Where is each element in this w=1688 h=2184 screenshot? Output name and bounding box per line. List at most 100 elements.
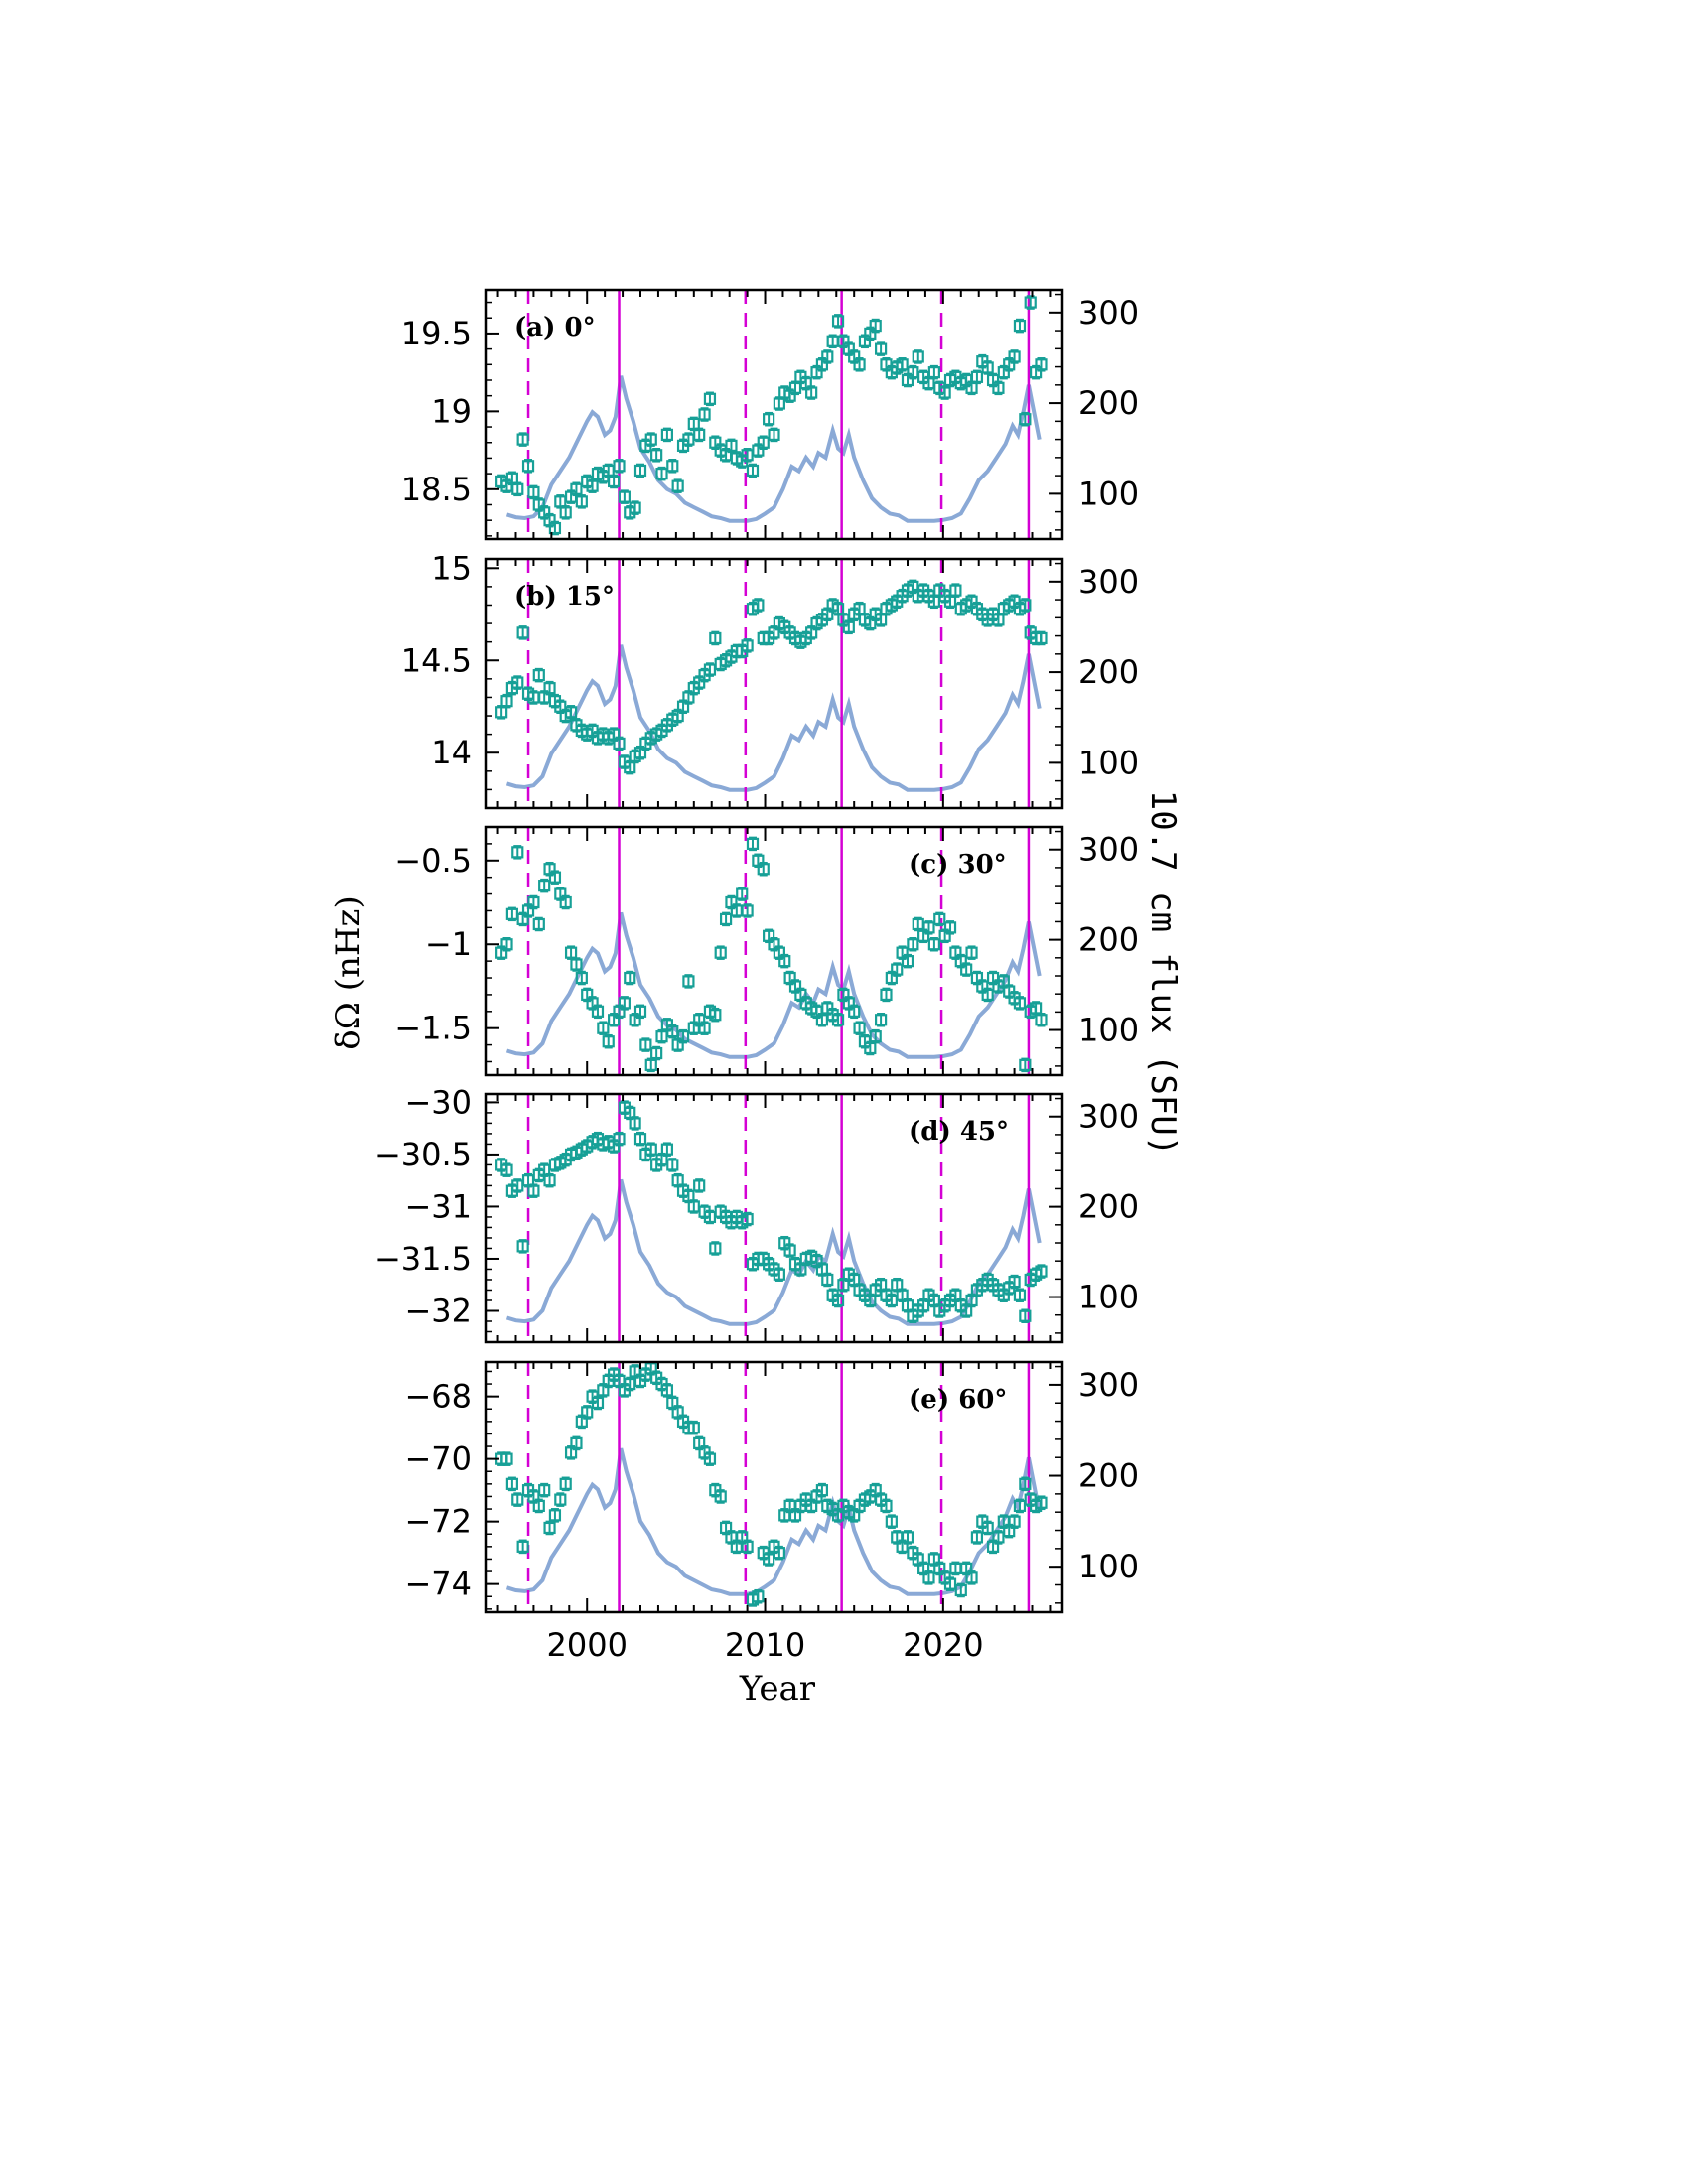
right-y-tick-label: 100 (1078, 1279, 1139, 1316)
data-point (602, 1035, 615, 1048)
right-y-tick-label: 200 (1078, 653, 1139, 691)
data-point (559, 506, 572, 519)
data-point (773, 1268, 785, 1281)
flux-line (505, 1178, 1042, 1326)
data-point (682, 975, 695, 988)
data-point (698, 1022, 711, 1034)
data-point (543, 1521, 556, 1535)
flux-line (505, 644, 1042, 792)
data-point (613, 460, 626, 473)
y-tick-label: 19.5 (401, 315, 472, 352)
data-point (938, 386, 951, 399)
data-point (1019, 1058, 1032, 1071)
data-point (527, 895, 540, 909)
data-point (633, 1133, 647, 1146)
data-point (1013, 319, 1027, 333)
data-point (671, 479, 684, 492)
data-point (1035, 1496, 1048, 1509)
right-y-axis-title: 10.7 cm flux (SFU) (1143, 790, 1183, 1156)
y-tick-label: 19 (431, 392, 472, 430)
data-point (746, 837, 760, 850)
data-point (981, 1521, 994, 1535)
x-tick-label: 2020 (903, 1626, 983, 1664)
data-point (831, 1014, 845, 1026)
data-point (1035, 1265, 1048, 1278)
y-tick-label: −31.5 (374, 1240, 472, 1278)
data-point (511, 676, 524, 689)
data-point (1035, 358, 1048, 371)
data-point (581, 1406, 594, 1419)
data-point (746, 464, 760, 478)
data-point (992, 1531, 1005, 1544)
data-point (831, 1294, 845, 1307)
right-y-tick-label: 100 (1078, 1548, 1139, 1585)
data-point (757, 436, 770, 449)
y-tick-label: −30.5 (374, 1136, 472, 1173)
data-point (778, 955, 791, 968)
data-point (505, 1477, 518, 1490)
data-point (927, 938, 940, 951)
data-point (1030, 1002, 1043, 1015)
data-point (864, 1041, 877, 1055)
flux-line (505, 911, 1042, 1059)
data-point (629, 1117, 641, 1130)
data-point (543, 1174, 556, 1187)
data-point (633, 1005, 647, 1018)
data-point (1008, 1515, 1021, 1528)
data-point (624, 971, 636, 985)
y-tick-label: −1 (425, 925, 472, 963)
data-point (970, 1531, 984, 1544)
data-point (650, 1046, 663, 1060)
data-point (548, 521, 562, 535)
data-point (965, 1571, 978, 1584)
panel-label: (c) 30° (909, 850, 1007, 880)
data-point (559, 895, 572, 909)
data-point (495, 706, 508, 719)
data-point (943, 921, 957, 934)
data-point (1013, 997, 1027, 1010)
data-point (633, 464, 647, 478)
data-point (532, 669, 545, 682)
data-point (516, 1540, 529, 1553)
data-point (821, 350, 834, 363)
data-point (901, 1531, 914, 1544)
data-point (559, 1477, 572, 1490)
data-point (912, 350, 924, 363)
data-point (1035, 631, 1048, 645)
data-point (714, 1490, 727, 1503)
data-points (495, 1362, 1048, 1607)
panel-2: −1.5 −1 −0.5 100 200 300 (c) 30° (394, 825, 1139, 1077)
y-tick-label: −74 (404, 1566, 472, 1603)
data-point (943, 595, 957, 608)
panel-frame (484, 1092, 1064, 1344)
data-point (763, 413, 775, 426)
y-tick-label: 15 (431, 549, 472, 587)
y-tick-label: −0.5 (394, 842, 472, 880)
flux-line (505, 1447, 1042, 1596)
data-point (853, 358, 866, 371)
data-point (907, 938, 919, 951)
data-point (511, 482, 524, 495)
y-tick-label: −72 (404, 1503, 472, 1541)
panel-label: (a) 0° (514, 313, 596, 342)
panel-frame (484, 825, 1064, 1077)
panel-frame (484, 288, 1064, 541)
data-point (1008, 1275, 1021, 1289)
data-point (768, 428, 780, 441)
right-y-tick-label: 200 (1078, 921, 1139, 959)
data-point (874, 342, 888, 355)
right-y-tick-label: 300 (1078, 294, 1139, 332)
data-point (554, 1493, 567, 1506)
data-point (543, 682, 556, 695)
data-point (511, 1493, 524, 1506)
data-point (538, 1484, 551, 1497)
right-y-tick-label: 200 (1078, 1457, 1139, 1495)
data-point (693, 428, 706, 441)
right-y-tick-label: 300 (1078, 563, 1139, 601)
data-point (714, 946, 727, 959)
data-point (922, 921, 935, 934)
data-point (527, 485, 540, 499)
data-point (741, 904, 754, 917)
panel-3: −32 −31.5 −31 −30.5 −30 100 200 300 (d) 45° (374, 1083, 1139, 1344)
data-point (885, 1515, 898, 1528)
